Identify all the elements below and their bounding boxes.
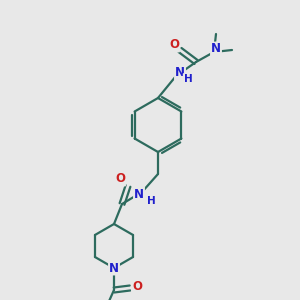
Text: N: N <box>134 188 144 200</box>
Text: O: O <box>169 38 179 52</box>
Text: O: O <box>132 280 142 292</box>
Text: N: N <box>211 43 221 56</box>
Text: O: O <box>115 172 125 185</box>
Text: N: N <box>175 67 185 80</box>
Text: H: H <box>184 74 192 84</box>
Text: H: H <box>147 196 155 206</box>
Text: N: N <box>109 262 119 275</box>
